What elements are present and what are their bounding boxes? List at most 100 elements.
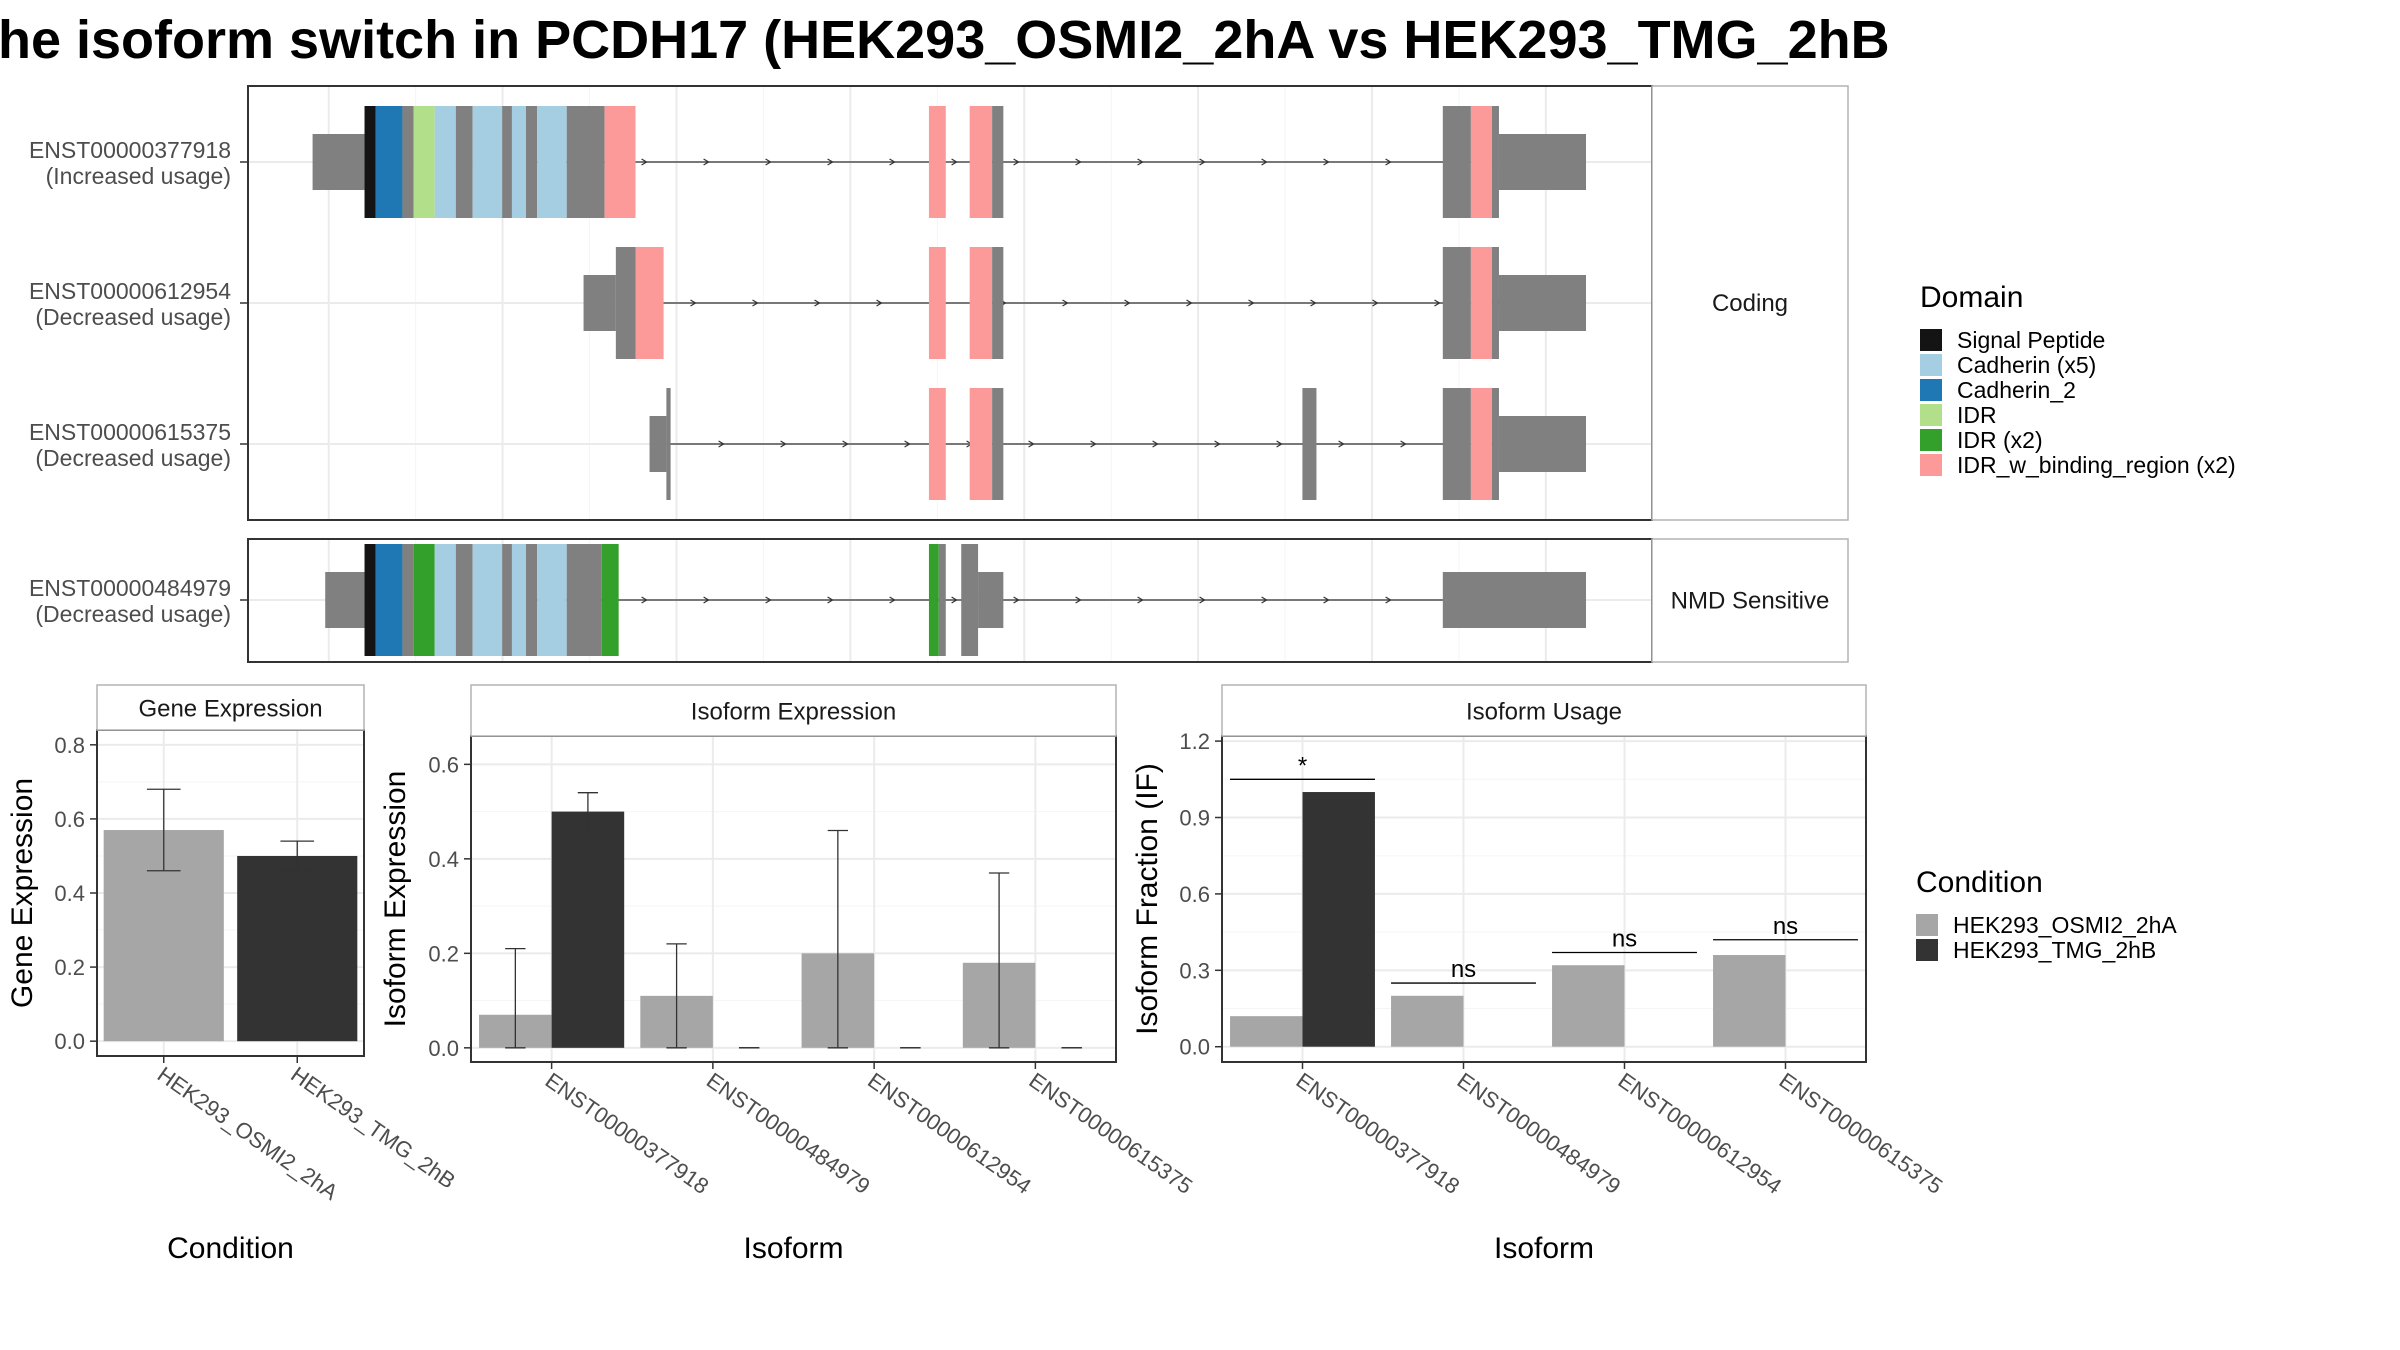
coding-exon bbox=[1470, 106, 1492, 218]
strand-arrow bbox=[1276, 440, 1283, 448]
y-tick-label: 0.4 bbox=[54, 881, 85, 906]
usage-label: (Decreased usage) bbox=[35, 304, 231, 330]
coding-exon bbox=[364, 544, 376, 656]
coding-exon bbox=[472, 106, 503, 218]
y-tick-label: 0.0 bbox=[1179, 1035, 1210, 1060]
coding-exon bbox=[992, 247, 1004, 359]
coding-exon bbox=[928, 106, 946, 218]
x-tick-label: ENST00000484979 bbox=[702, 1068, 875, 1199]
coding-exon bbox=[455, 106, 473, 218]
coding-exon bbox=[566, 106, 605, 218]
condition-legend-key bbox=[1916, 914, 1938, 936]
x-axis-title: Isoform bbox=[1494, 1232, 1594, 1265]
facet-strip-label: NMD Sensitive bbox=[1671, 588, 1830, 615]
condition-legend-key bbox=[1916, 939, 1938, 961]
coding-exon bbox=[992, 106, 1004, 218]
bar bbox=[1230, 1016, 1303, 1047]
significance-label: ns bbox=[1451, 956, 1476, 983]
domain-legend-key bbox=[1920, 454, 1942, 476]
isoform-label: ENST00000615375 bbox=[29, 419, 231, 445]
coding-exon bbox=[601, 544, 619, 656]
utr-exon bbox=[978, 572, 1004, 628]
strand-arrow bbox=[1013, 596, 1020, 604]
transcript-structure-panel: ENST00000377918(Increased usage) ENST0000… bbox=[29, 85, 1849, 663]
significance-label: ns bbox=[1773, 913, 1798, 940]
domain-legend-label: Cadherin (x5) bbox=[1957, 352, 2096, 378]
coding-exon bbox=[604, 106, 636, 218]
coding-exon bbox=[1442, 106, 1471, 218]
utr-exon bbox=[1498, 134, 1587, 190]
strand-arrow bbox=[765, 596, 772, 604]
coding-exon bbox=[413, 106, 435, 218]
strand-arrow bbox=[1137, 158, 1144, 166]
strand-arrow bbox=[641, 596, 648, 604]
strand-arrow bbox=[1028, 440, 1035, 448]
coding-exon bbox=[434, 544, 456, 656]
bar bbox=[1713, 955, 1786, 1047]
strand-arrow bbox=[703, 158, 710, 166]
coding-exon bbox=[434, 106, 456, 218]
isoform-label: ENST00000612954 bbox=[29, 278, 231, 304]
strand-arrow bbox=[1310, 299, 1317, 307]
isoform-track bbox=[325, 544, 1587, 656]
strand-arrow bbox=[1013, 158, 1020, 166]
y-tick-label: 0.4 bbox=[428, 847, 459, 872]
coding-exon bbox=[566, 544, 602, 656]
coding-exon bbox=[961, 544, 979, 656]
x-tick-label: ENST00000377918 bbox=[1292, 1068, 1465, 1199]
coding-exon bbox=[402, 544, 414, 656]
condition-legend-title: Condition bbox=[1916, 866, 2043, 899]
coding-exon bbox=[1491, 247, 1499, 359]
strand-arrow bbox=[1248, 299, 1255, 307]
coding-exon bbox=[375, 106, 403, 218]
utr-exon bbox=[325, 572, 365, 628]
strand-arrow bbox=[1152, 440, 1159, 448]
coding-exon bbox=[992, 388, 1004, 500]
utr-exon bbox=[1442, 572, 1587, 628]
strand-arrow bbox=[765, 158, 772, 166]
y-tick-label: 1.2 bbox=[1179, 729, 1210, 754]
domain-legend-key bbox=[1920, 379, 1942, 401]
strand-arrow bbox=[1124, 299, 1131, 307]
coding-exon bbox=[502, 544, 512, 656]
domain-legend-label: IDR (x2) bbox=[1957, 427, 2043, 453]
strand-arrow bbox=[827, 158, 834, 166]
isoform-track bbox=[583, 247, 1587, 359]
bar bbox=[1391, 995, 1464, 1047]
domain-legend-title: Domain bbox=[1920, 281, 2023, 314]
usage-label: (Decreased usage) bbox=[35, 601, 231, 627]
domain-legend-key bbox=[1920, 329, 1942, 351]
y-tick-label: 0.0 bbox=[428, 1036, 459, 1061]
strand-arrow bbox=[1199, 596, 1206, 604]
strand-arrow bbox=[889, 596, 896, 604]
x-tick-label: ENST00000377918 bbox=[541, 1068, 714, 1199]
x-tick-label: ENST00000615375 bbox=[1775, 1068, 1948, 1199]
coding-exon bbox=[969, 247, 993, 359]
y-tick-label: 0.3 bbox=[1179, 958, 1210, 983]
y-tick-label: 0.2 bbox=[428, 941, 459, 966]
facet-strip bbox=[1651, 85, 1849, 521]
y-tick-label: 0.9 bbox=[1179, 806, 1210, 831]
coding-exon bbox=[938, 544, 946, 656]
condition-legend-label: HEK293_TMG_2hB bbox=[1953, 937, 2156, 963]
transcript-facet-1: ENST00000484979(Decreased usage) NMD Sens… bbox=[29, 538, 1849, 663]
strand-arrow bbox=[1214, 440, 1221, 448]
coding-exon bbox=[969, 388, 993, 500]
strand-arrow bbox=[1137, 596, 1144, 604]
usage-label: (Decreased usage) bbox=[35, 445, 231, 471]
coding-exon bbox=[1491, 388, 1499, 500]
figure-title: he isoform switch in PCDH17 (HEK293_OSMI… bbox=[0, 10, 1890, 70]
coding-exon bbox=[472, 544, 503, 656]
coding-exon bbox=[364, 106, 376, 218]
strand-arrow bbox=[1075, 596, 1082, 604]
x-tick-label: ENST00000484979 bbox=[1453, 1068, 1626, 1199]
x-tick-label: ENST00000615375 bbox=[1025, 1068, 1198, 1199]
y-axis-title: Isoform Expression bbox=[379, 771, 412, 1028]
strand-arrow bbox=[814, 299, 821, 307]
strand-arrow bbox=[1186, 299, 1193, 307]
gene-expression-panel: 0.00.20.40.60.8HEK293_OSMI2_2hAHEK293_TM… bbox=[6, 684, 460, 1265]
y-tick-label: 0.8 bbox=[54, 733, 85, 758]
domain-legend-key bbox=[1920, 354, 1942, 376]
